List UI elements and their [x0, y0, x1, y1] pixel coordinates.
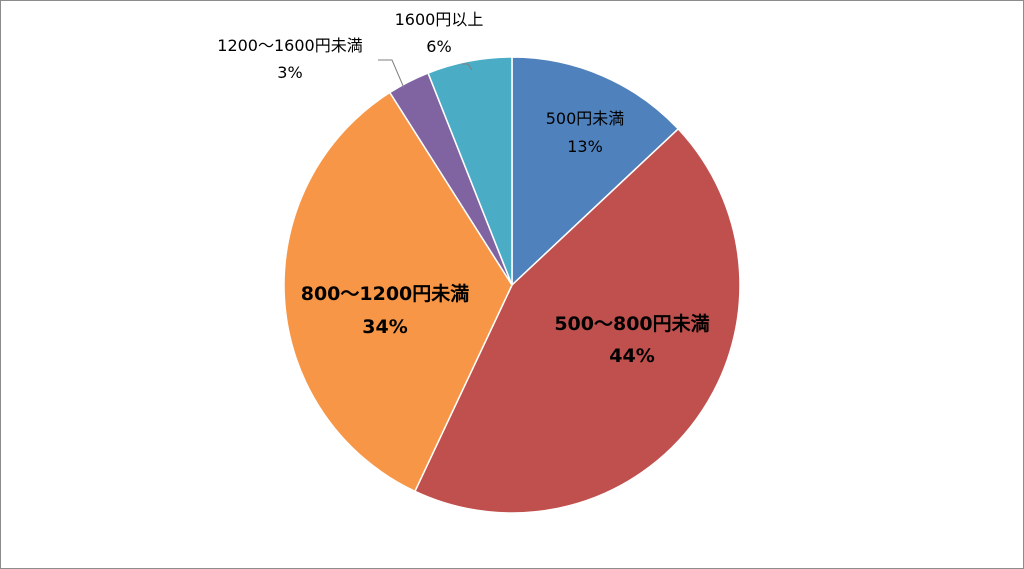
slice-label-value-2: 34%: [362, 316, 407, 338]
leader-line-4: [462, 63, 473, 71]
leader-lines: [378, 59, 473, 89]
slice-label-category-2: 800〜1200円未満: [301, 282, 470, 305]
slice-label-category-1: 500〜800円未満: [554, 312, 709, 335]
slice-label-value-4: 6%: [426, 37, 451, 56]
slice-label-category-3: 1200〜1600円未満: [217, 36, 362, 55]
slice-label-category-0: 500円未満: [546, 109, 625, 128]
pie-slice-1: [413, 127, 741, 514]
pie-slice-0: [511, 56, 680, 287]
slice-label-category-4: 1600円以上: [395, 10, 484, 29]
pie-slices: [283, 56, 741, 514]
pie-slice-4: [427, 56, 513, 286]
leader-line-3: [378, 59, 405, 89]
pie-slice-2: [283, 91, 513, 493]
slice-label-value-1: 44%: [609, 345, 654, 367]
slice-label-value-0: 13%: [567, 137, 603, 156]
slice-label-value-3: 3%: [277, 63, 302, 82]
